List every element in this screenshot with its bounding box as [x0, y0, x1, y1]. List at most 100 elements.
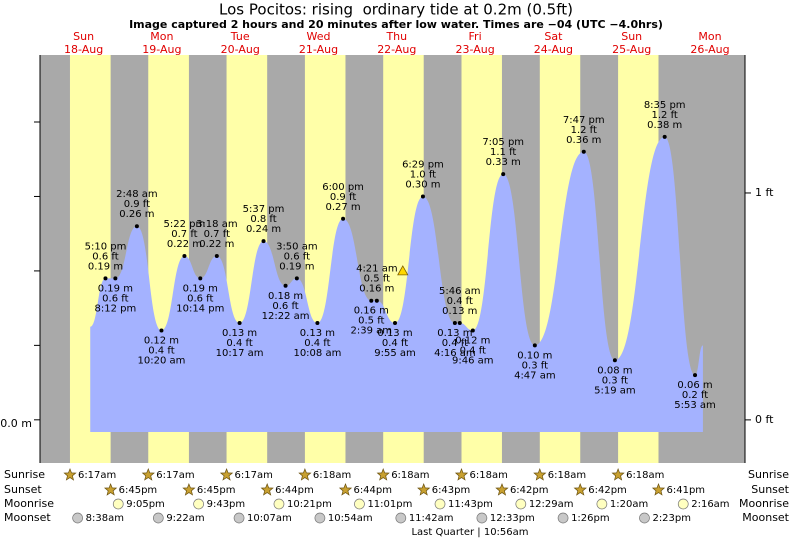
- extreme-label: 0.27 m: [325, 202, 360, 213]
- extreme-point: [581, 149, 586, 154]
- extreme-point: [420, 194, 425, 199]
- extreme-label: 0.19 m: [88, 261, 123, 272]
- sun-icon: [141, 468, 155, 481]
- extreme-label: 3:18 am: [196, 219, 238, 230]
- sun-icon: [573, 483, 587, 496]
- moonset-icon: [314, 512, 326, 524]
- sun-icon: [298, 468, 312, 481]
- extreme-label: 5:22 pm: [164, 219, 206, 230]
- sunrise-time: 6:18am: [548, 470, 586, 481]
- extreme-point: [159, 328, 164, 333]
- extreme-label: 2:39 am: [351, 326, 393, 337]
- extreme-label: 0.08 m: [597, 365, 632, 376]
- extreme-label: 0.6 ft: [92, 251, 118, 262]
- extreme-point: [214, 254, 219, 259]
- moonset-icon: [557, 512, 569, 524]
- day-date: 23-Aug: [455, 43, 494, 56]
- moonrise-time: 11:01pm: [367, 499, 412, 510]
- day-date: 22-Aug: [377, 43, 416, 56]
- sunset-time: 6:44pm: [353, 485, 392, 496]
- sunrise-time: 6:17am: [156, 470, 194, 481]
- moonrise-time: 1:20am: [610, 499, 648, 510]
- day-date: 25-Aug: [612, 43, 651, 56]
- y-tick-label: 0.0 m: [0, 417, 32, 430]
- day-date: 21-Aug: [299, 43, 338, 56]
- extreme-label: 5:19 am: [594, 385, 636, 396]
- moonrise-time: 10:21pm: [287, 499, 332, 510]
- extreme-label: 0.3 ft: [522, 360, 548, 371]
- sun-icon: [417, 483, 431, 496]
- row-label: Sunrise: [748, 468, 789, 481]
- extreme-label: 0.7 ft: [171, 229, 197, 240]
- tide-area: [90, 136, 703, 432]
- day-name: Tue: [230, 30, 250, 43]
- extreme-point: [457, 321, 462, 326]
- extreme-point: [103, 276, 108, 281]
- sun-icon: [182, 483, 196, 496]
- moonrise-icon: [273, 498, 285, 510]
- sun-icon: [338, 483, 353, 496]
- extreme-label: 0.5 ft: [364, 274, 390, 285]
- day-date: 24-Aug: [534, 43, 573, 56]
- extreme-label: 4:21 am: [356, 264, 398, 275]
- extreme-point: [612, 358, 617, 363]
- extreme-label: 0.38 m: [647, 120, 682, 131]
- extreme-point: [501, 172, 506, 177]
- extreme-label: 0.12 m: [455, 335, 490, 346]
- extreme-point: [237, 321, 242, 326]
- extreme-label: 0.16 m: [354, 306, 389, 317]
- extreme-label: 0.19 m: [98, 283, 133, 294]
- moonset-time: 8:38am: [86, 513, 124, 524]
- extreme-label: 2:48 am: [116, 189, 158, 200]
- extreme-label: 12:22 am: [262, 311, 310, 322]
- extreme-label: 8:35 pm: [644, 100, 686, 111]
- extreme-label: 0.13 m: [300, 328, 335, 339]
- moonset-time: 12:33pm: [490, 513, 535, 524]
- extreme-point: [294, 276, 299, 281]
- moonrise-time: 2:16am: [691, 499, 729, 510]
- extreme-label: 0.4 ft: [304, 338, 330, 349]
- moonrise-time: 9:05pm: [126, 499, 165, 510]
- chart-title: Los Pocitos: rising ordinary tide at 0.2…: [219, 1, 573, 19]
- extreme-point: [283, 283, 288, 288]
- extreme-point: [693, 373, 698, 378]
- extreme-label: 0.16 m: [359, 284, 394, 295]
- moonrise-icon: [112, 498, 124, 510]
- moonrise-icon: [596, 498, 608, 510]
- extreme-label: 0.30 m: [405, 179, 440, 190]
- day-name: Sat: [544, 30, 563, 43]
- extreme-label: 0.3 ft: [602, 375, 628, 386]
- extreme-label: 0.4 ft: [447, 296, 473, 307]
- moonset-icon: [233, 512, 245, 524]
- sunset-time: 6:42pm: [588, 485, 627, 496]
- sun-icon: [260, 483, 274, 496]
- extreme-point: [662, 134, 667, 139]
- moonset-time: 11:42am: [409, 513, 454, 524]
- extreme-label: 0.13 m: [377, 328, 412, 339]
- extreme-label: 1.2 ft: [571, 125, 597, 136]
- extreme-label: 6:00 pm: [322, 182, 364, 193]
- day-name: Sun: [73, 30, 94, 43]
- sunset-time: 6:45pm: [119, 485, 158, 496]
- extreme-point: [182, 254, 187, 259]
- extreme-label: 4:47 am: [514, 370, 556, 381]
- sunset-time: 6:44pm: [275, 485, 314, 496]
- moonset-time: 9:22am: [166, 513, 204, 524]
- sun-icon: [611, 468, 625, 481]
- extreme-point: [374, 298, 379, 303]
- moonset-time: 10:07am: [247, 513, 292, 524]
- row-label: Sunset: [751, 483, 789, 496]
- extreme-label: 0.2 ft: [682, 390, 708, 401]
- moonset-icon: [152, 512, 164, 524]
- sun-icon: [376, 468, 390, 481]
- extreme-label: 1.0 ft: [410, 169, 436, 180]
- day-date: 20-Aug: [221, 43, 260, 56]
- extreme-point: [369, 298, 374, 303]
- y2-tick-label: 1 ft: [755, 186, 774, 199]
- moonrise-icon: [354, 498, 365, 510]
- sun-icon: [495, 483, 509, 496]
- extreme-point: [198, 276, 203, 281]
- moonrise-time: 11:43pm: [448, 499, 493, 510]
- row-label: Moonrise: [739, 497, 789, 510]
- sun-icon: [219, 468, 234, 481]
